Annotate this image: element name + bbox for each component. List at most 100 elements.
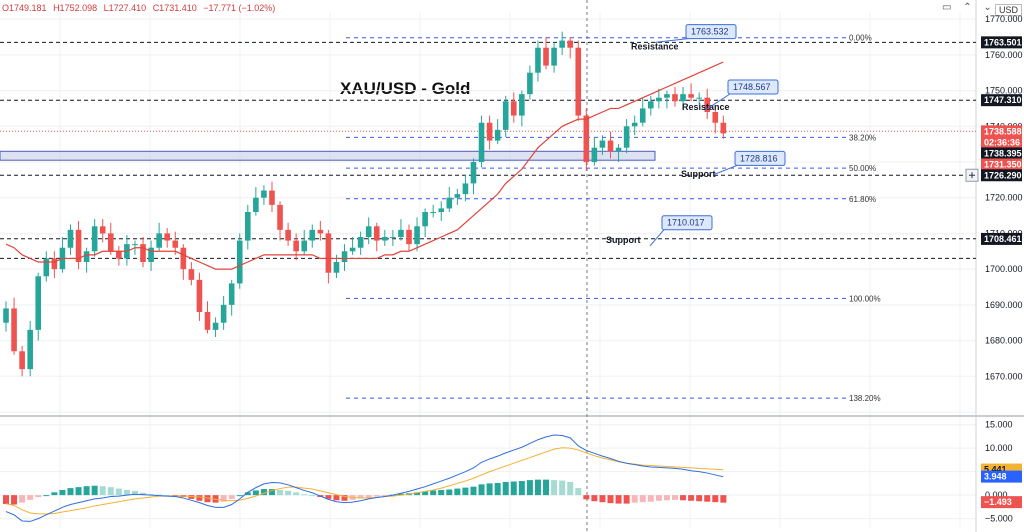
macd-histogram-bar <box>671 495 678 500</box>
candlestick <box>462 183 469 195</box>
candlestick <box>349 247 356 252</box>
macd-histogram-bar <box>301 494 308 496</box>
price-label-box <box>981 94 1022 107</box>
candlestick <box>567 40 573 48</box>
price-tick-label: 1670.000 <box>985 371 1023 381</box>
candlestick <box>438 208 445 212</box>
candlestick <box>75 229 82 262</box>
macd-histogram-bar <box>35 495 42 498</box>
candlestick <box>720 122 727 134</box>
fib-level-label: 50.00% <box>849 164 876 173</box>
currency-badge[interactable]: USD <box>995 4 1023 16</box>
macd-histogram-bar <box>228 495 235 499</box>
macd-histogram-bar <box>67 488 74 496</box>
support-zone <box>0 150 656 161</box>
fib-level-label: 38.20% <box>849 133 876 142</box>
macd-histogram-bar <box>75 487 82 496</box>
macd-histogram-bar <box>430 490 437 496</box>
candlestick <box>648 101 654 109</box>
macd-histogram-bar <box>551 480 558 496</box>
macd-histogram-bar <box>341 495 348 501</box>
macd-histogram-bar <box>268 489 275 496</box>
callout-pointer <box>704 93 731 111</box>
price-label-text: 1738.588 <box>984 126 1022 136</box>
macd-histogram-bar <box>591 495 598 502</box>
candlestick <box>261 190 267 198</box>
macd-histogram-bar <box>631 495 638 503</box>
candlestick <box>454 194 461 198</box>
candlestick <box>591 147 598 162</box>
candlestick <box>301 240 308 252</box>
macd-tick-label: −5.000 <box>985 514 1013 524</box>
candlestick <box>132 244 138 246</box>
macd-histogram-bar <box>196 495 203 501</box>
candlestick <box>204 312 211 330</box>
candlestick <box>390 237 396 238</box>
candlestick <box>140 244 146 262</box>
macd-histogram-bar <box>639 495 646 503</box>
price-label-text: 1726.290 <box>984 170 1022 180</box>
ohlc-low: L1727.410 <box>103 3 147 13</box>
price-label-text: 1763.501 <box>984 37 1022 47</box>
macd-label-box <box>981 496 1022 509</box>
candlestick <box>51 258 58 270</box>
candlestick <box>446 197 453 209</box>
macd-histogram-bar <box>543 479 550 496</box>
macd-label-text: 5.441 <box>984 465 1007 475</box>
candlestick <box>357 237 364 248</box>
macd-histogram-bar <box>663 495 670 501</box>
candlestick <box>333 262 340 273</box>
chevron-down-icon[interactable]: ⌄ <box>983 2 992 13</box>
macd-histogram-bar <box>99 486 106 496</box>
chevron-up-icon[interactable]: ⌃ <box>963 2 972 13</box>
callout-pointer <box>713 164 738 175</box>
macd-label-box <box>981 470 1022 483</box>
candlestick <box>398 229 404 237</box>
candlestick <box>196 279 203 312</box>
candlestick <box>91 226 98 252</box>
macd-histogram-bar <box>19 495 26 503</box>
macd-histogram-bar <box>680 495 687 501</box>
moving-average-line <box>5 61 724 270</box>
macd-histogram-bar <box>204 495 211 503</box>
callout-value: 1728.816 <box>740 153 778 163</box>
ohlc-close: C1731.410 <box>152 3 197 13</box>
callout-box <box>685 24 737 40</box>
price-tick-label: 1720.000 <box>985 193 1023 203</box>
price-tick-label: 1760.000 <box>985 50 1023 60</box>
ohlc-readout: O1749.181 H1752.098 L1727.410 C1731.410 … <box>2 3 279 13</box>
macd-histogram-bar <box>526 480 533 496</box>
macd-histogram-bar <box>510 481 517 496</box>
macd-histogram-bar <box>236 495 243 497</box>
price-label-text: 1738.395 <box>984 148 1022 158</box>
macd-histogram-bar <box>51 492 58 496</box>
callout-pointer <box>654 38 689 43</box>
candlestick <box>559 40 565 48</box>
candlestick <box>510 101 517 116</box>
macd-histogram-bar <box>381 495 388 497</box>
macd-histogram-bar <box>575 488 582 496</box>
price-tick-label: 1690.000 <box>985 300 1023 310</box>
candlestick <box>325 233 332 273</box>
candlestick <box>164 233 170 241</box>
candlestick <box>156 233 162 248</box>
candlestick <box>309 229 316 241</box>
candlestick <box>365 226 372 237</box>
candlestick <box>696 97 702 99</box>
annotation-label: Resistance <box>631 42 679 52</box>
macd-histogram-bar <box>446 489 453 496</box>
candlestick <box>583 115 590 162</box>
candlestick <box>83 251 90 262</box>
annotation-label: Support <box>681 169 716 179</box>
macd-histogram-bar <box>647 495 654 502</box>
fib-level-label: 61.80% <box>849 195 876 204</box>
macd-histogram-bar <box>373 495 380 497</box>
candlestick <box>341 251 348 262</box>
candlestick <box>220 304 227 323</box>
annotation-label: Support <box>606 235 641 245</box>
macd-histogram-bar <box>422 491 429 496</box>
macd-histogram-bar <box>11 495 18 505</box>
candlestick <box>639 108 646 123</box>
camera-icon[interactable]: ▭ <box>942 2 952 13</box>
